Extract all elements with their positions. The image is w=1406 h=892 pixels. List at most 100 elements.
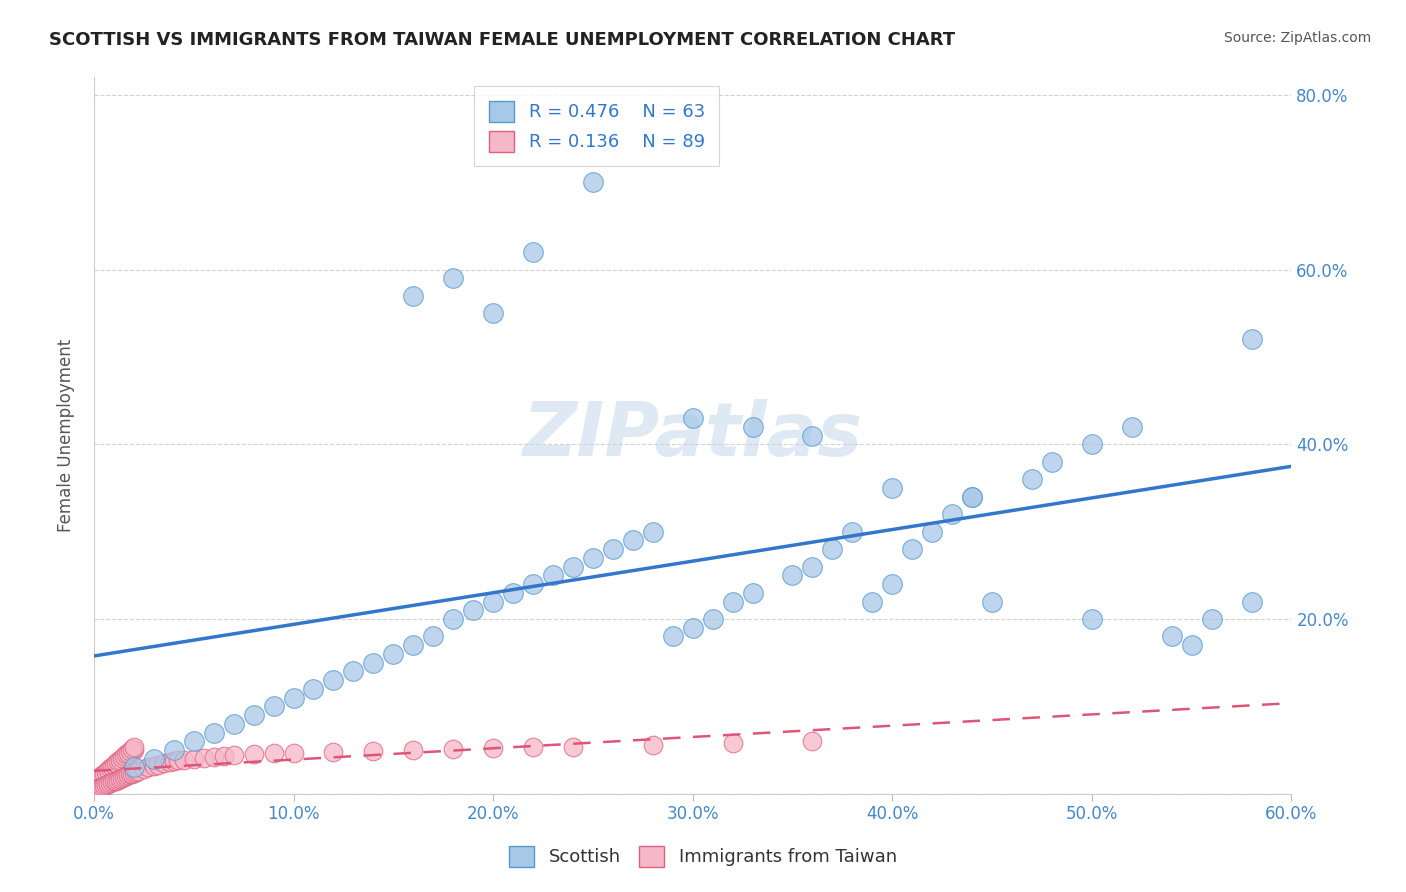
Point — [741, 420, 763, 434]
Point — [322, 673, 344, 687]
Text: ZIPatlas: ZIPatlas — [523, 399, 863, 472]
Point — [90, 768, 112, 782]
Legend: Scottish, Immigrants from Taiwan: Scottish, Immigrants from Taiwan — [502, 838, 904, 874]
Point — [641, 524, 664, 539]
Point — [402, 638, 425, 652]
Point — [1081, 612, 1104, 626]
Point — [142, 758, 165, 772]
Point — [103, 760, 125, 774]
Point — [921, 524, 943, 539]
Point — [104, 773, 127, 788]
Point — [782, 568, 804, 582]
Point — [602, 542, 624, 557]
Point — [482, 594, 505, 608]
Point — [166, 754, 188, 768]
Point — [122, 765, 145, 780]
Point — [901, 542, 924, 557]
Point — [242, 708, 264, 723]
Point — [682, 621, 704, 635]
Point — [125, 764, 148, 779]
Point — [561, 559, 583, 574]
Point — [159, 756, 181, 770]
Point — [98, 764, 121, 779]
Point — [463, 603, 485, 617]
Point — [111, 751, 134, 765]
Point — [582, 550, 605, 565]
Point — [183, 752, 205, 766]
Point — [115, 769, 138, 783]
Point — [441, 612, 464, 626]
Point — [183, 734, 205, 748]
Point — [402, 743, 425, 757]
Point — [193, 751, 215, 765]
Point — [561, 739, 583, 754]
Point — [263, 699, 285, 714]
Point — [1240, 594, 1263, 608]
Point — [112, 749, 135, 764]
Point — [112, 770, 135, 784]
Point — [98, 761, 121, 775]
Point — [263, 747, 285, 761]
Point — [242, 747, 264, 762]
Point — [146, 757, 169, 772]
Text: SCOTTISH VS IMMIGRANTS FROM TAIWAN FEMALE UNEMPLOYMENT CORRELATION CHART: SCOTTISH VS IMMIGRANTS FROM TAIWAN FEMAL… — [49, 31, 955, 49]
Point — [702, 612, 724, 626]
Point — [122, 740, 145, 755]
Point — [482, 741, 505, 756]
Point — [882, 481, 904, 495]
Point — [541, 568, 564, 582]
Point — [108, 772, 131, 786]
Point — [641, 738, 664, 752]
Point — [111, 754, 134, 768]
Point — [801, 559, 824, 574]
Point — [860, 594, 883, 608]
Point — [87, 781, 110, 796]
Point — [94, 778, 117, 792]
Point — [107, 755, 129, 769]
Point — [661, 630, 683, 644]
Point — [941, 507, 963, 521]
Point — [1181, 638, 1204, 652]
Point — [441, 742, 464, 756]
Point — [89, 770, 111, 784]
Point — [960, 490, 983, 504]
Point — [502, 586, 524, 600]
Point — [83, 778, 105, 792]
Point — [222, 716, 245, 731]
Point — [960, 490, 983, 504]
Y-axis label: Female Unemployment: Female Unemployment — [58, 339, 75, 533]
Point — [121, 745, 143, 759]
Point — [721, 736, 744, 750]
Point — [522, 245, 544, 260]
Point — [621, 533, 644, 548]
Point — [1040, 455, 1063, 469]
Point — [342, 665, 364, 679]
Point — [122, 760, 145, 774]
Point — [115, 750, 138, 764]
Point — [522, 577, 544, 591]
Point — [101, 775, 124, 789]
Point — [87, 772, 110, 786]
Point — [111, 771, 134, 785]
Point — [163, 755, 186, 769]
Point — [202, 750, 225, 764]
Point — [682, 411, 704, 425]
Point — [801, 428, 824, 442]
Point — [93, 779, 115, 793]
Point — [101, 762, 124, 776]
Point — [103, 757, 125, 772]
Point — [89, 774, 111, 789]
Point — [118, 744, 141, 758]
Point — [283, 690, 305, 705]
Point — [98, 776, 121, 790]
Point — [302, 681, 325, 696]
Point — [1240, 333, 1263, 347]
Point — [882, 577, 904, 591]
Point — [117, 768, 139, 782]
Point — [115, 747, 138, 762]
Legend: R = 0.476    N = 63, R = 0.136    N = 89: R = 0.476 N = 63, R = 0.136 N = 89 — [474, 87, 720, 166]
Point — [93, 771, 115, 785]
Point — [1081, 437, 1104, 451]
Point — [101, 759, 124, 773]
Point — [121, 742, 143, 756]
